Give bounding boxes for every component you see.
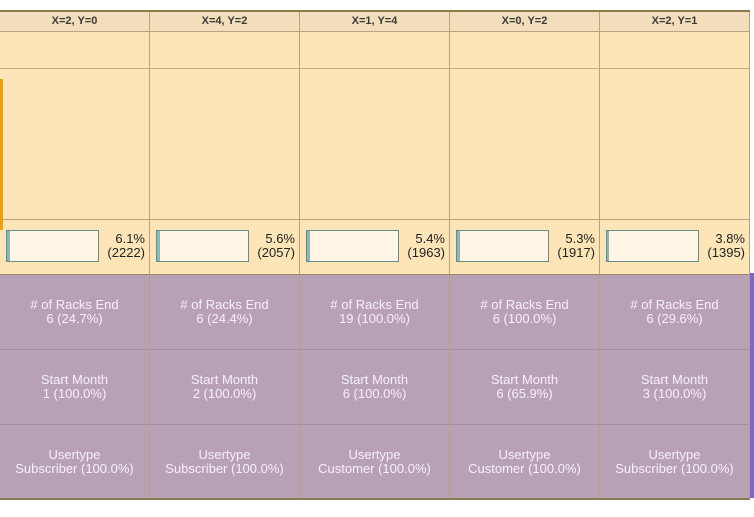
share-bar-fill [607, 231, 609, 261]
cluster-body[interactable] [450, 69, 600, 220]
cluster-body[interactable] [600, 69, 750, 220]
attribute-value: 6 (24.7%) [46, 311, 103, 326]
attribute-value: Subscriber (100.0%) [15, 461, 134, 476]
attribute-value: 6 (65.9%) [496, 386, 553, 401]
attribute-value: Customer (100.0%) [468, 461, 581, 476]
attribute-value: 19 (100.0%) [339, 311, 410, 326]
attribute-cell[interactable]: Start Month 6 (65.9%) [450, 350, 600, 425]
share-bar [306, 230, 399, 262]
attribute-value: 6 (100.0%) [492, 311, 557, 326]
share-text: 5.3% (1917) [557, 232, 595, 260]
blank-row [150, 32, 300, 69]
attribute-cell[interactable]: # of Racks End 6 (29.6%) [600, 275, 750, 350]
attribute-label: # of Racks End [180, 297, 269, 312]
attribute-label: Start Month [40, 372, 109, 387]
attribute-value: 6 (29.6%) [646, 311, 703, 326]
cluster-column[interactable]: X=4, Y=2 5.6% (2057) # of Racks End 6 (2… [150, 12, 300, 500]
attribute-value: Subscriber (100.0%) [615, 461, 734, 476]
attribute-label: Start Month [340, 372, 409, 387]
share-bar [456, 230, 549, 262]
attribute-cell[interactable]: # of Racks End 6 (24.7%) [0, 275, 150, 350]
bottom-border [0, 498, 750, 500]
attribute-cell[interactable]: Usertype Subscriber (100.0%) [0, 425, 150, 500]
share-percent: 5.3% [565, 231, 595, 246]
attribute-cell[interactable]: # of Racks End 6 (24.4%) [150, 275, 300, 350]
attribute-label: # of Racks End [30, 297, 119, 312]
cluster-grid: X=2, Y=0 6.1% (2222) # of Racks End 6 (2… [0, 10, 750, 500]
cluster-body[interactable] [300, 69, 450, 220]
attribute-cell[interactable]: Usertype Subscriber (100.0%) [150, 425, 300, 500]
blank-row [450, 32, 600, 69]
attribute-label: # of Racks End [480, 297, 569, 312]
share-count: (1917) [557, 245, 595, 260]
attribute-cell[interactable]: Usertype Customer (100.0%) [300, 425, 450, 500]
attribute-label: # of Racks End [330, 297, 419, 312]
share-percent: 3.8% [715, 231, 745, 246]
cluster-column[interactable]: X=2, Y=0 6.1% (2222) # of Racks End 6 (2… [0, 12, 150, 500]
cluster-body[interactable] [150, 69, 300, 220]
share-bar [156, 230, 249, 262]
cluster-column[interactable]: X=0, Y=2 5.3% (1917) # of Racks End 6 (1… [450, 12, 600, 500]
attribute-label: Start Month [190, 372, 259, 387]
attribute-cell[interactable]: Start Month 6 (100.0%) [300, 350, 450, 425]
share-percent: 6.1% [115, 231, 145, 246]
attribute-label: Usertype [48, 447, 101, 462]
attribute-value: 2 (100.0%) [192, 386, 257, 401]
scroll-edge [750, 273, 754, 498]
share-bar-fill [457, 231, 460, 261]
selection-marker [0, 79, 3, 230]
attribute-value: Subscriber (100.0%) [165, 461, 284, 476]
share-text: 6.1% (2222) [107, 232, 145, 260]
attribute-label: Usertype [198, 447, 251, 462]
cluster-body[interactable] [0, 69, 150, 220]
share-count: (1395) [707, 245, 745, 260]
attribute-cell[interactable]: Start Month 1 (100.0%) [0, 350, 150, 425]
attribute-cell[interactable]: # of Racks End 19 (100.0%) [300, 275, 450, 350]
share-row: 6.1% (2222) [0, 220, 150, 275]
cluster-column[interactable]: X=2, Y=1 3.8% (1395) # of Racks End 6 (2… [600, 12, 750, 500]
attribute-cell[interactable]: Start Month 2 (100.0%) [150, 350, 300, 425]
blank-row [300, 32, 450, 69]
column-header[interactable]: X=2, Y=0 [0, 12, 150, 32]
attribute-value: 3 (100.0%) [642, 386, 707, 401]
attribute-cell[interactable]: Usertype Customer (100.0%) [450, 425, 600, 500]
share-text: 3.8% (1395) [707, 232, 745, 260]
blank-row [600, 32, 750, 69]
share-percent: 5.6% [265, 231, 295, 246]
blank-row [0, 32, 150, 69]
column-header[interactable]: X=0, Y=2 [450, 12, 600, 32]
attribute-label: Usertype [348, 447, 401, 462]
attribute-label: # of Racks End [630, 297, 719, 312]
share-text: 5.6% (2057) [257, 232, 295, 260]
share-row: 5.3% (1917) [450, 220, 600, 275]
attribute-value: 6 (100.0%) [342, 386, 407, 401]
share-bar-fill [157, 231, 160, 261]
share-percent: 5.4% [415, 231, 445, 246]
cluster-column[interactable]: X=1, Y=4 5.4% (1963) # of Racks End 19 (… [300, 12, 450, 500]
attribute-label: Usertype [498, 447, 551, 462]
attribute-label: Usertype [648, 447, 701, 462]
attribute-cell[interactable]: # of Racks End 6 (100.0%) [450, 275, 600, 350]
attribute-cell[interactable]: Usertype Subscriber (100.0%) [600, 425, 750, 500]
share-bar-fill [307, 231, 310, 261]
share-bar-fill [7, 231, 10, 261]
share-count: (1963) [407, 245, 445, 260]
share-bar [6, 230, 99, 262]
share-count: (2222) [107, 245, 145, 260]
column-header[interactable]: X=2, Y=1 [600, 12, 750, 32]
share-row: 3.8% (1395) [600, 220, 750, 275]
share-count: (2057) [257, 245, 295, 260]
attribute-label: Start Month [490, 372, 559, 387]
column-header[interactable]: X=1, Y=4 [300, 12, 450, 32]
share-bar [606, 230, 699, 262]
attribute-value: 1 (100.0%) [42, 386, 107, 401]
share-row: 5.4% (1963) [300, 220, 450, 275]
share-row: 5.6% (2057) [150, 220, 300, 275]
attribute-value: 6 (24.4%) [196, 311, 253, 326]
share-text: 5.4% (1963) [407, 232, 445, 260]
attribute-label: Start Month [640, 372, 709, 387]
attribute-cell[interactable]: Start Month 3 (100.0%) [600, 350, 750, 425]
column-header[interactable]: X=4, Y=2 [150, 12, 300, 32]
attribute-value: Customer (100.0%) [318, 461, 431, 476]
